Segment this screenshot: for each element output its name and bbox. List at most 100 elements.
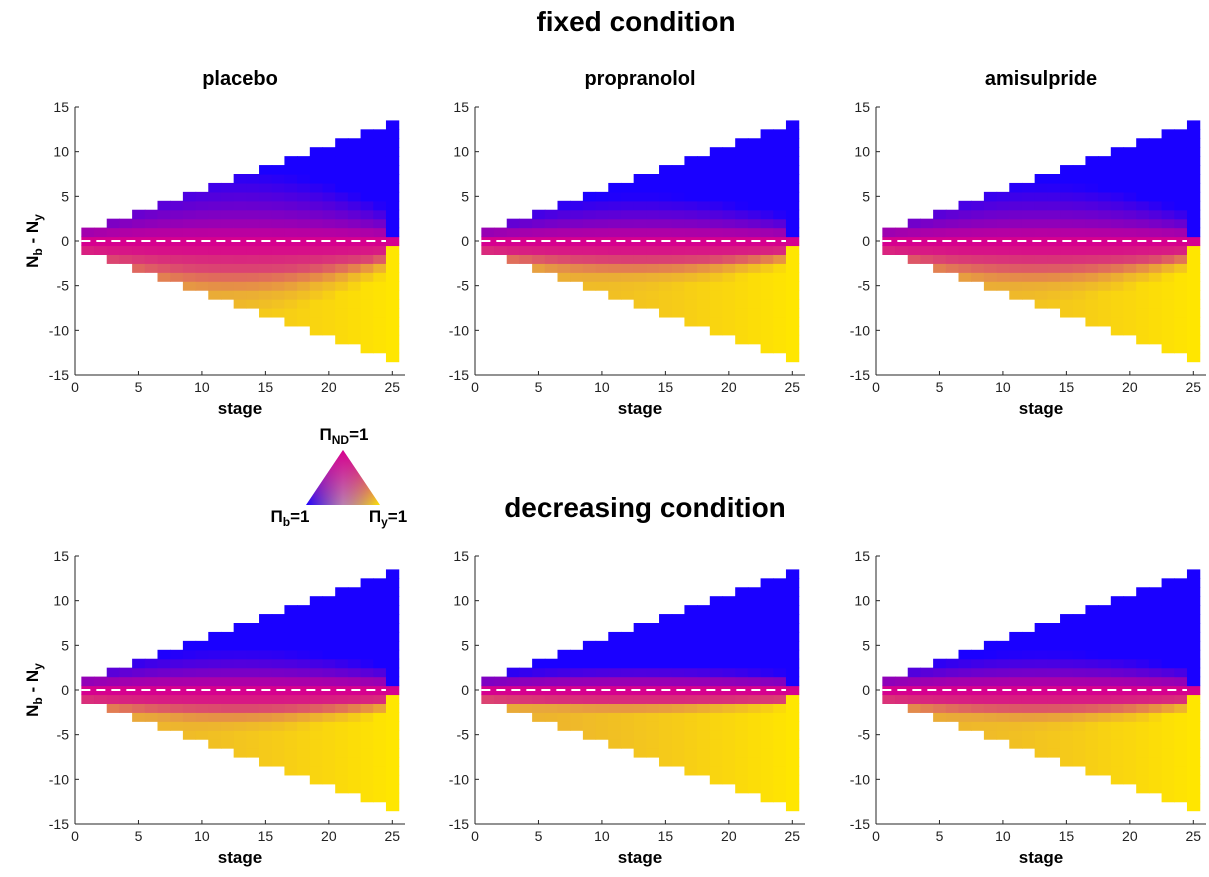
heatmap-cell (1009, 182, 1023, 193)
heatmap-cell (1186, 801, 1201, 812)
heatmap-cell (1174, 765, 1188, 776)
heatmap-cell (773, 685, 787, 696)
heatmap-cell (697, 605, 711, 615)
heatmap-cell (697, 272, 711, 282)
heatmap-cell (360, 587, 374, 597)
heatmap-cell (1060, 623, 1074, 633)
heatmap-cell (1085, 200, 1099, 211)
x-tick-label: 15 (258, 828, 274, 844)
heatmap-cell (735, 334, 749, 345)
heatmap-cell (684, 165, 698, 175)
heatmap-cell (271, 721, 286, 731)
heatmap-cell (373, 694, 387, 704)
heatmap-cell (208, 649, 222, 660)
heatmap-cell (297, 245, 311, 255)
heatmap-cell (646, 227, 660, 238)
heatmap-cell (1009, 191, 1023, 202)
heatmap-cell (170, 676, 184, 687)
heatmap-cell (1161, 730, 1175, 740)
heatmap-cell (1085, 694, 1099, 704)
heatmap-cell (1110, 748, 1125, 758)
heatmap-cell (360, 703, 374, 713)
heatmap-cell (182, 200, 197, 211)
heatmap-cell (347, 227, 362, 238)
heatmap-cell (1174, 299, 1188, 309)
heatmap-cell (1136, 596, 1150, 606)
heatmap-cell (544, 245, 559, 255)
heatmap-cell (882, 245, 896, 255)
heatmap-cell (983, 218, 998, 229)
y-tick-label: 5 (461, 188, 469, 204)
heatmap-cell (1186, 191, 1201, 202)
heatmap-cell (335, 721, 349, 731)
heatmap-cell (360, 614, 374, 624)
heatmap-cell (785, 658, 800, 669)
heatmap-cell (1072, 254, 1087, 264)
heatmap-cell (259, 667, 273, 678)
heatmap-cell (1085, 623, 1099, 633)
heatmap-cell (1123, 165, 1137, 175)
heatmap-cell (373, 325, 387, 336)
heatmap-cell (633, 272, 647, 282)
heatmap-cell (1009, 712, 1023, 722)
heatmap-cell (1072, 614, 1087, 624)
heatmap-cell (1072, 263, 1087, 273)
x-axis-label: stage (218, 848, 262, 867)
heatmap-cell (373, 263, 387, 273)
heatmap-cell (747, 676, 762, 687)
heatmap-cell (773, 658, 787, 669)
heatmap-cell (360, 783, 374, 794)
heatmap-cell (722, 182, 736, 193)
heatmap-cell (760, 640, 774, 651)
heatmap-cell (709, 147, 724, 157)
heatmap-cell (1085, 748, 1099, 758)
y-tick-label: 15 (854, 99, 870, 115)
heatmap-cell (1034, 200, 1048, 211)
heatmap-cell (760, 325, 774, 336)
heatmap-cell (697, 218, 711, 229)
heatmap-cell (671, 739, 686, 749)
heatmap-cell (697, 191, 711, 202)
heatmap-cell (170, 200, 184, 211)
heatmap-cell (81, 694, 95, 704)
x-tick-label: 20 (321, 828, 337, 844)
heatmap-cell (1123, 263, 1137, 273)
heatmap-cell (971, 703, 985, 713)
heatmap-cell (608, 712, 622, 722)
heatmap-cell (773, 218, 787, 229)
heatmap-cell (208, 730, 222, 740)
heatmap-cell (1161, 792, 1175, 803)
heatmap-cell (322, 245, 336, 255)
heatmap-cell (1161, 209, 1175, 220)
heatmap-cell (1098, 227, 1112, 238)
heatmap-cell (1021, 685, 1036, 696)
heatmap-cell (208, 290, 222, 300)
heatmap-cell (958, 263, 972, 273)
heatmap-cell (697, 254, 711, 264)
heatmap-cell (983, 200, 998, 211)
heatmap-cell (309, 721, 324, 731)
heatmap-cell (309, 631, 324, 642)
heatmap-cell (582, 200, 597, 211)
heatmap-cell (620, 245, 635, 255)
heatmap-cell (671, 191, 686, 202)
heatmap-cell (1047, 703, 1061, 713)
heatmap-cell (271, 191, 286, 202)
heatmap-cell (785, 667, 800, 678)
heatmap-cell (1085, 156, 1099, 166)
heatmap-cell (684, 272, 698, 282)
heatmap-cell (246, 631, 260, 642)
heatmap-cell (582, 712, 597, 722)
heatmap-cell (519, 245, 533, 255)
heatmap-cell (360, 147, 374, 157)
heatmap-cell (1186, 263, 1201, 273)
heatmap-cell (709, 667, 724, 678)
heatmap-cell (1161, 676, 1175, 687)
heatmap-cell (1186, 685, 1201, 696)
heatmap-cell (233, 730, 247, 740)
heatmap-cell (233, 640, 247, 651)
heatmap-cell (1148, 316, 1163, 327)
heatmap-cell (570, 676, 584, 687)
heatmap-cell (684, 640, 698, 651)
heatmap-cell (633, 174, 647, 184)
